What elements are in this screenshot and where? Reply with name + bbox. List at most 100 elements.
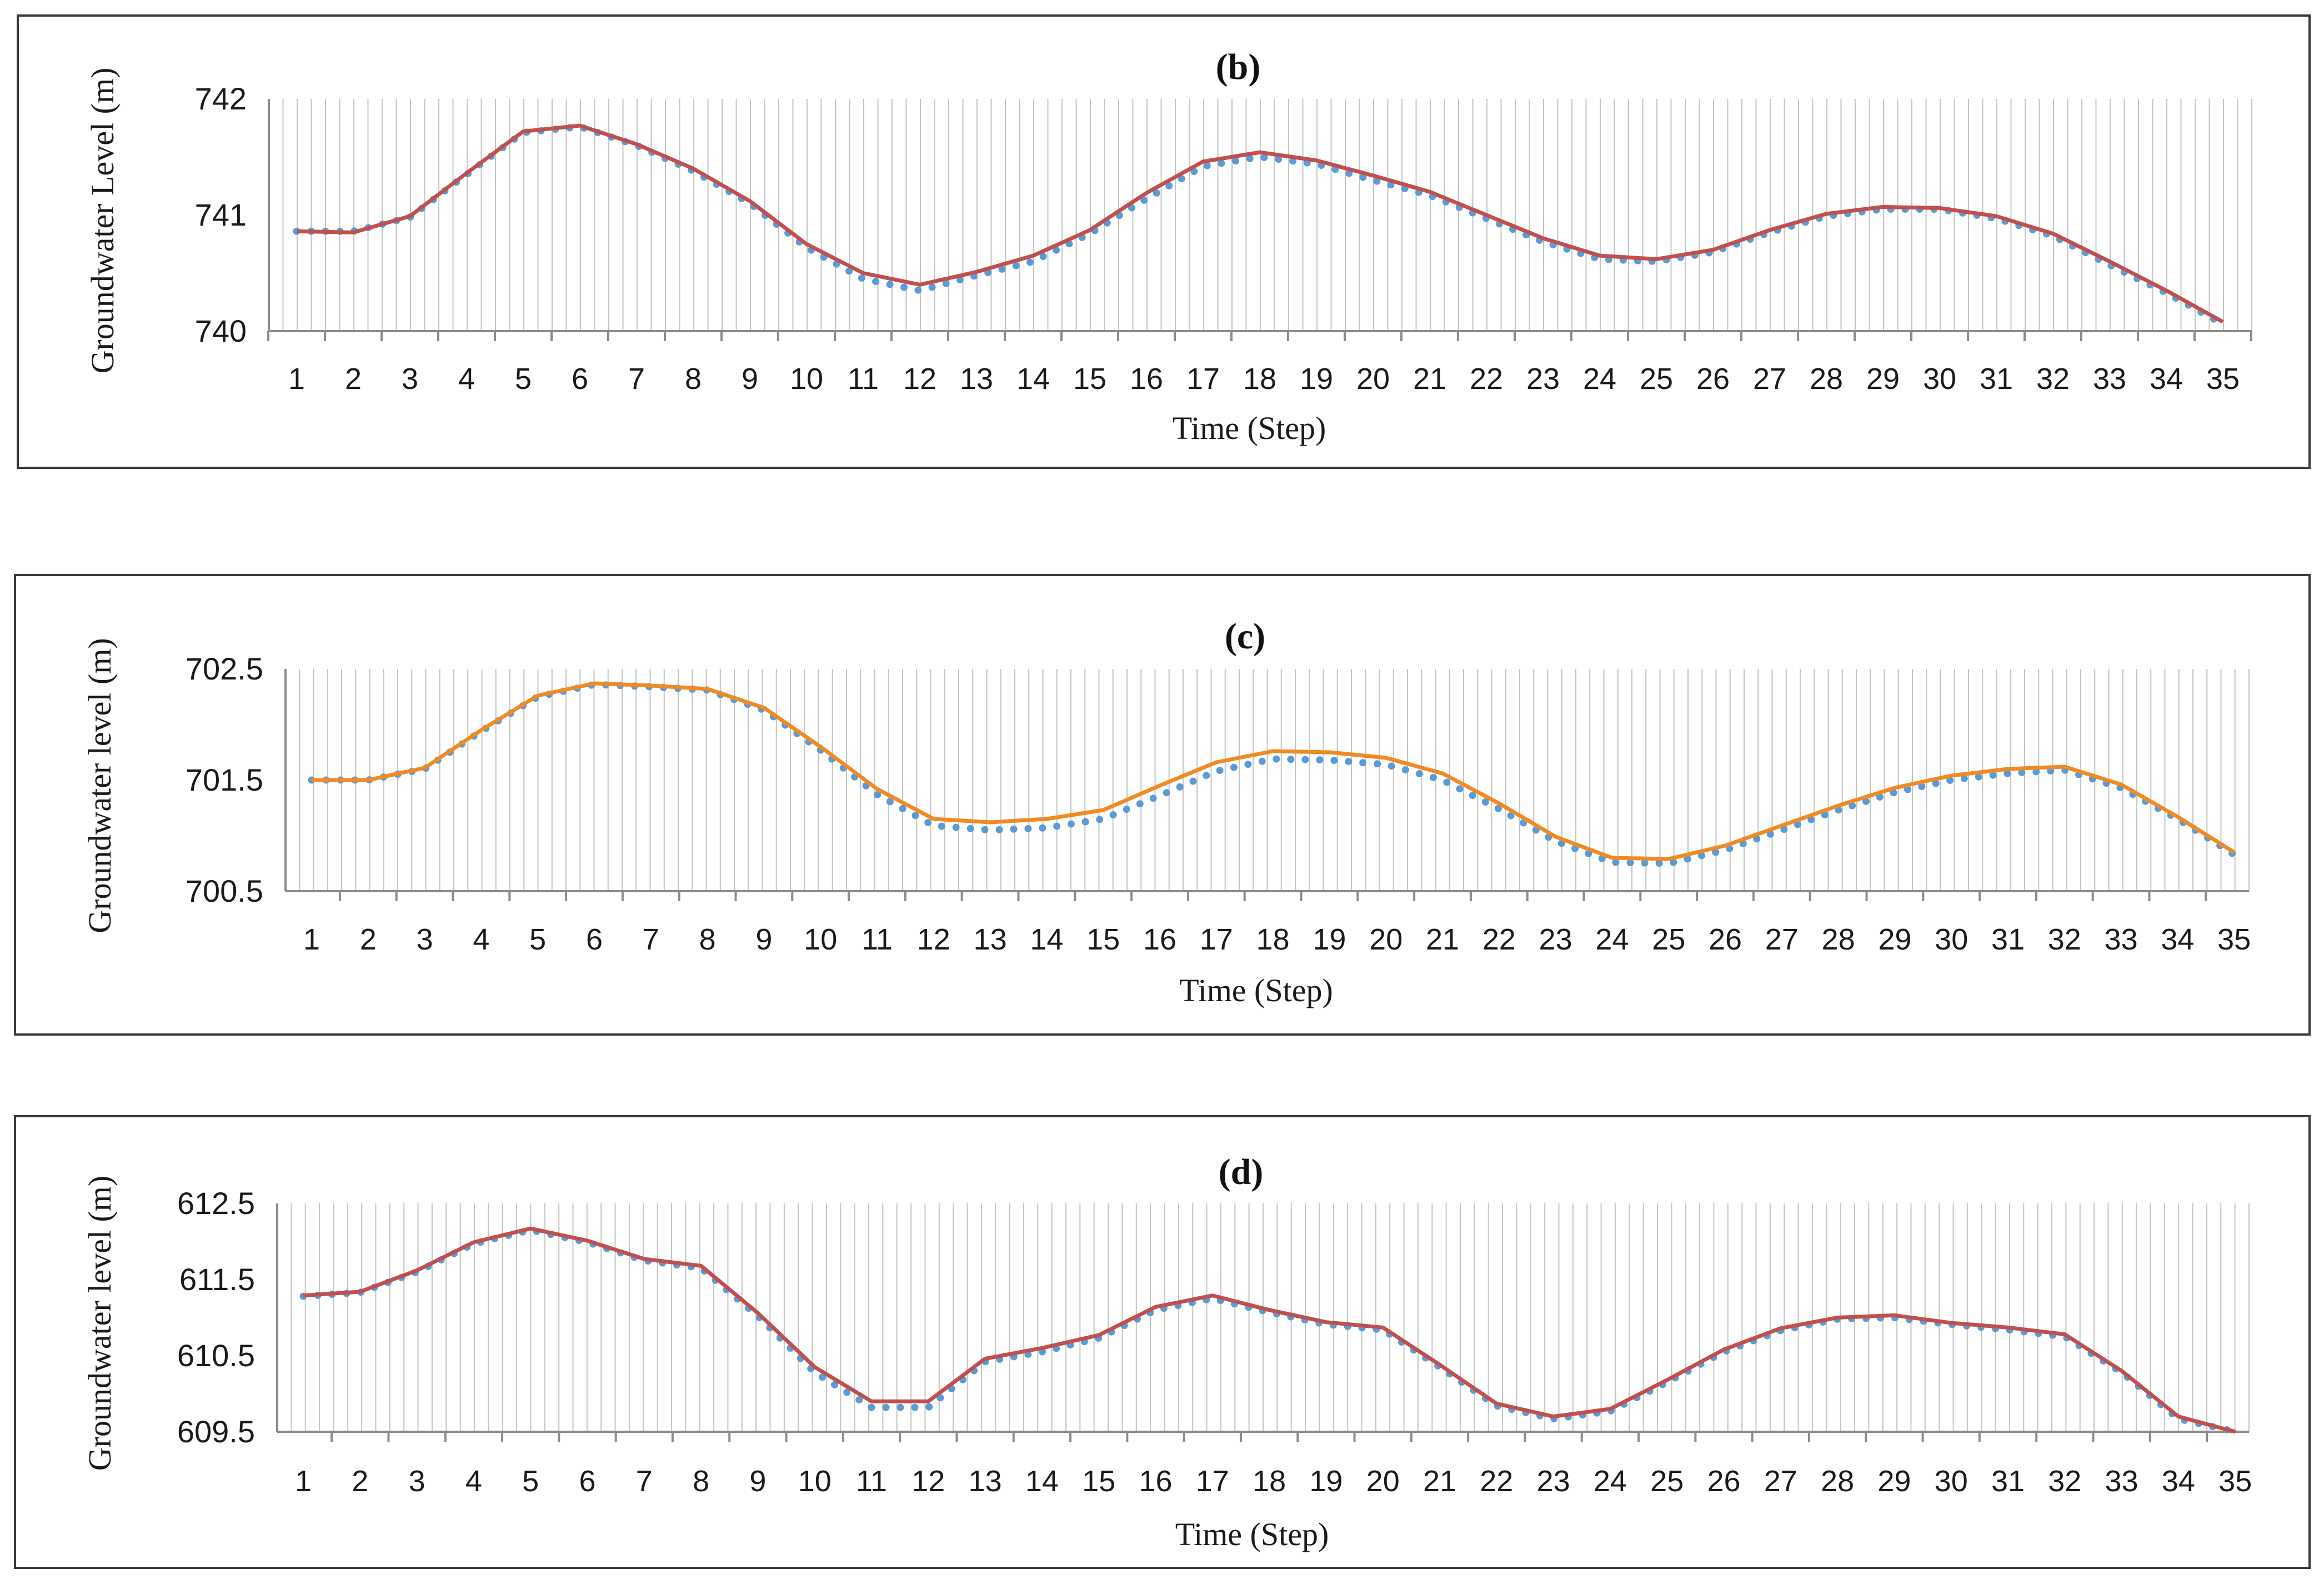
data-point	[763, 707, 765, 709]
data-point	[692, 167, 694, 169]
x-tick-label: 19	[1309, 1465, 1343, 1498]
data-point	[537, 694, 539, 697]
x-tick-label: 14	[1016, 362, 1050, 396]
x-tick-label: 21	[1426, 923, 1459, 956]
data-point	[1202, 165, 1204, 167]
data-point	[870, 1400, 873, 1402]
data-point	[635, 143, 638, 146]
x-tick-label: 24	[1595, 923, 1629, 956]
data-point	[2063, 769, 2066, 771]
y-tick-label: 611.5	[179, 1262, 255, 1297]
x-tick-label: 11	[862, 923, 893, 956]
x-tick-label: 7	[643, 923, 659, 956]
data-point	[1145, 192, 1148, 194]
data-point	[805, 243, 808, 245]
x-tick-label: 32	[2048, 923, 2081, 956]
y-tick-label: 701.5	[186, 762, 263, 797]
x-tick-label: 2	[345, 362, 362, 396]
data-point	[1159, 784, 1161, 787]
x-tick-label: 31	[1991, 923, 2025, 956]
gridlines	[268, 99, 2252, 331]
data-point	[1894, 787, 1896, 789]
data-point	[1599, 254, 1601, 257]
x-tick-label: 33	[2105, 1465, 2138, 1498]
x-tick-label: 12	[903, 362, 936, 396]
data-point	[2063, 1333, 2066, 1336]
y-axis-title: Groundwater Level (m)	[84, 68, 121, 374]
x-tick-label: 16	[1130, 362, 1163, 396]
x-tick-label: 11	[856, 1465, 887, 1498]
x-tick-label: 27	[1764, 1465, 1797, 1498]
data-point	[1950, 1322, 1952, 1324]
data-point	[1325, 1321, 1327, 1323]
x-axis-title: Time (Step)	[1173, 410, 1326, 446]
data-point	[587, 1240, 589, 1242]
y-tick-label: 609.5	[177, 1414, 255, 1449]
data-point	[409, 215, 411, 217]
x-tick-label: 5	[529, 923, 546, 956]
data-point	[1498, 808, 1500, 810]
x-tick-label: 4	[473, 923, 489, 956]
data-point	[1555, 840, 1557, 842]
x-tick-label: 20	[1356, 362, 1390, 396]
data-point	[2063, 766, 2066, 768]
data-point	[352, 231, 354, 233]
x-tick-label: 35	[2217, 923, 2251, 956]
x-tick-label: 11	[848, 362, 879, 396]
x-tick-label: 29	[1878, 923, 1911, 956]
data-point	[819, 746, 822, 748]
data-point	[876, 793, 878, 796]
data-point	[1382, 1326, 1384, 1328]
data-point	[1667, 862, 1670, 865]
x-tick-label: 10	[790, 362, 823, 396]
y-tick-label: 741	[195, 197, 247, 232]
x-tick-label: 34	[2150, 362, 2183, 396]
data-point	[1894, 791, 1896, 793]
x-tick-label: 20	[1366, 1465, 1400, 1498]
y-axis-title: Groundwater level (m)	[82, 638, 118, 933]
series-line-solid	[312, 681, 2236, 861]
data-point	[1441, 779, 1444, 781]
x-tick-label: 21	[1423, 1465, 1456, 1498]
data-point	[1385, 763, 1387, 766]
x-tick-label: 26	[1696, 362, 1730, 396]
data-point	[2121, 1370, 2123, 1372]
x-tick-label: 28	[1821, 1465, 1854, 1498]
data-point	[1315, 163, 1318, 165]
x-tick-label: 12	[917, 923, 950, 956]
x-tick-label: 33	[2093, 362, 2126, 396]
x-tick-label: 3	[409, 1465, 425, 1498]
data-point	[424, 767, 426, 769]
data-point	[975, 271, 978, 273]
data-point	[757, 1312, 759, 1314]
data-point	[1439, 1363, 1441, 1366]
x-tick-label: 22	[1482, 923, 1516, 956]
data-point	[643, 1258, 645, 1260]
data-point	[1723, 1348, 1725, 1351]
data-point	[1939, 207, 1941, 209]
chart-panel-c: 1 2 3 4 5 6 7 8 9 10 11 12 13 14 15 16 17 18 19 20 21 22 23 24 2…	[14, 574, 2311, 1036]
data-point	[1836, 1317, 1839, 1319]
data-point	[1041, 1351, 1043, 1353]
x-tick-label: 2	[360, 923, 377, 956]
x-tick-label: 4	[465, 1465, 482, 1498]
chart-b-svg: 1 2 3 4 5 6 7 8 9 10 11 12 13 14 15 16 17 18 19 20 21 22 23 24 2…	[84, 47, 2252, 446]
series-line-dotted	[299, 1226, 2239, 1436]
data-point	[1328, 751, 1330, 753]
x-tick-label: 32	[2036, 362, 2070, 396]
data-point	[1041, 1347, 1043, 1349]
data-point	[1542, 241, 1544, 243]
x-tick-label: 8	[685, 362, 702, 396]
x-tick-label: 17	[1186, 362, 1220, 396]
x-tick-label: 9	[749, 1465, 766, 1498]
chart-panel-d: 1 2 3 4 5 6 7 8 9 10 11 12 13 14 15 16 17 18 19 20 21 22 23 24 2…	[14, 1115, 2311, 1569]
data-point	[1724, 845, 1726, 847]
y-tick-label: 702.5	[186, 651, 263, 686]
data-point	[1882, 206, 1884, 208]
x-tick-label: 27	[1765, 923, 1799, 956]
data-point	[1102, 818, 1104, 820]
data-point	[814, 1371, 816, 1373]
data-point	[2007, 768, 2009, 770]
data-point	[1552, 1416, 1555, 1418]
data-point	[1555, 836, 1557, 838]
